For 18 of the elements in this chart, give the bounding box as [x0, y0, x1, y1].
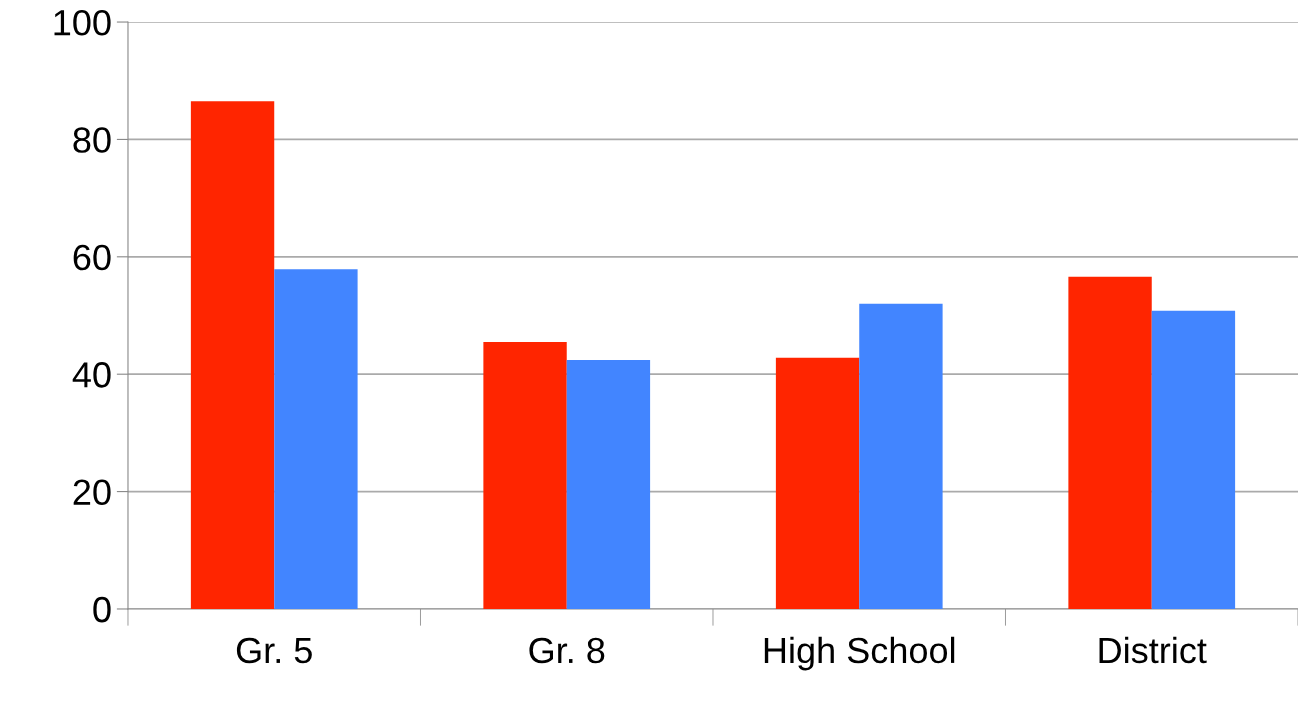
x-tick-label: Gr. 8 — [529, 637, 605, 664]
y-tick-label: 100 — [54, 9, 111, 36]
x-tick-label: District — [1099, 636, 1207, 664]
bar — [483, 341, 567, 609]
y-tick-label: 80 — [73, 127, 111, 153]
y-tick-label: 20 — [73, 479, 111, 506]
y-tick-label: 0 — [93, 596, 111, 623]
bar — [775, 357, 860, 609]
bar — [190, 101, 275, 609]
y-tick-label: 40 — [72, 362, 111, 388]
bar — [859, 303, 943, 609]
x-tick-label: High School — [764, 636, 955, 671]
bar — [1151, 310, 1236, 609]
y-tick-label: 60 — [73, 244, 111, 271]
x-tick-label: Gr. 5 — [236, 637, 312, 664]
bar — [1068, 276, 1152, 609]
bar — [274, 269, 358, 609]
bar — [566, 360, 651, 609]
